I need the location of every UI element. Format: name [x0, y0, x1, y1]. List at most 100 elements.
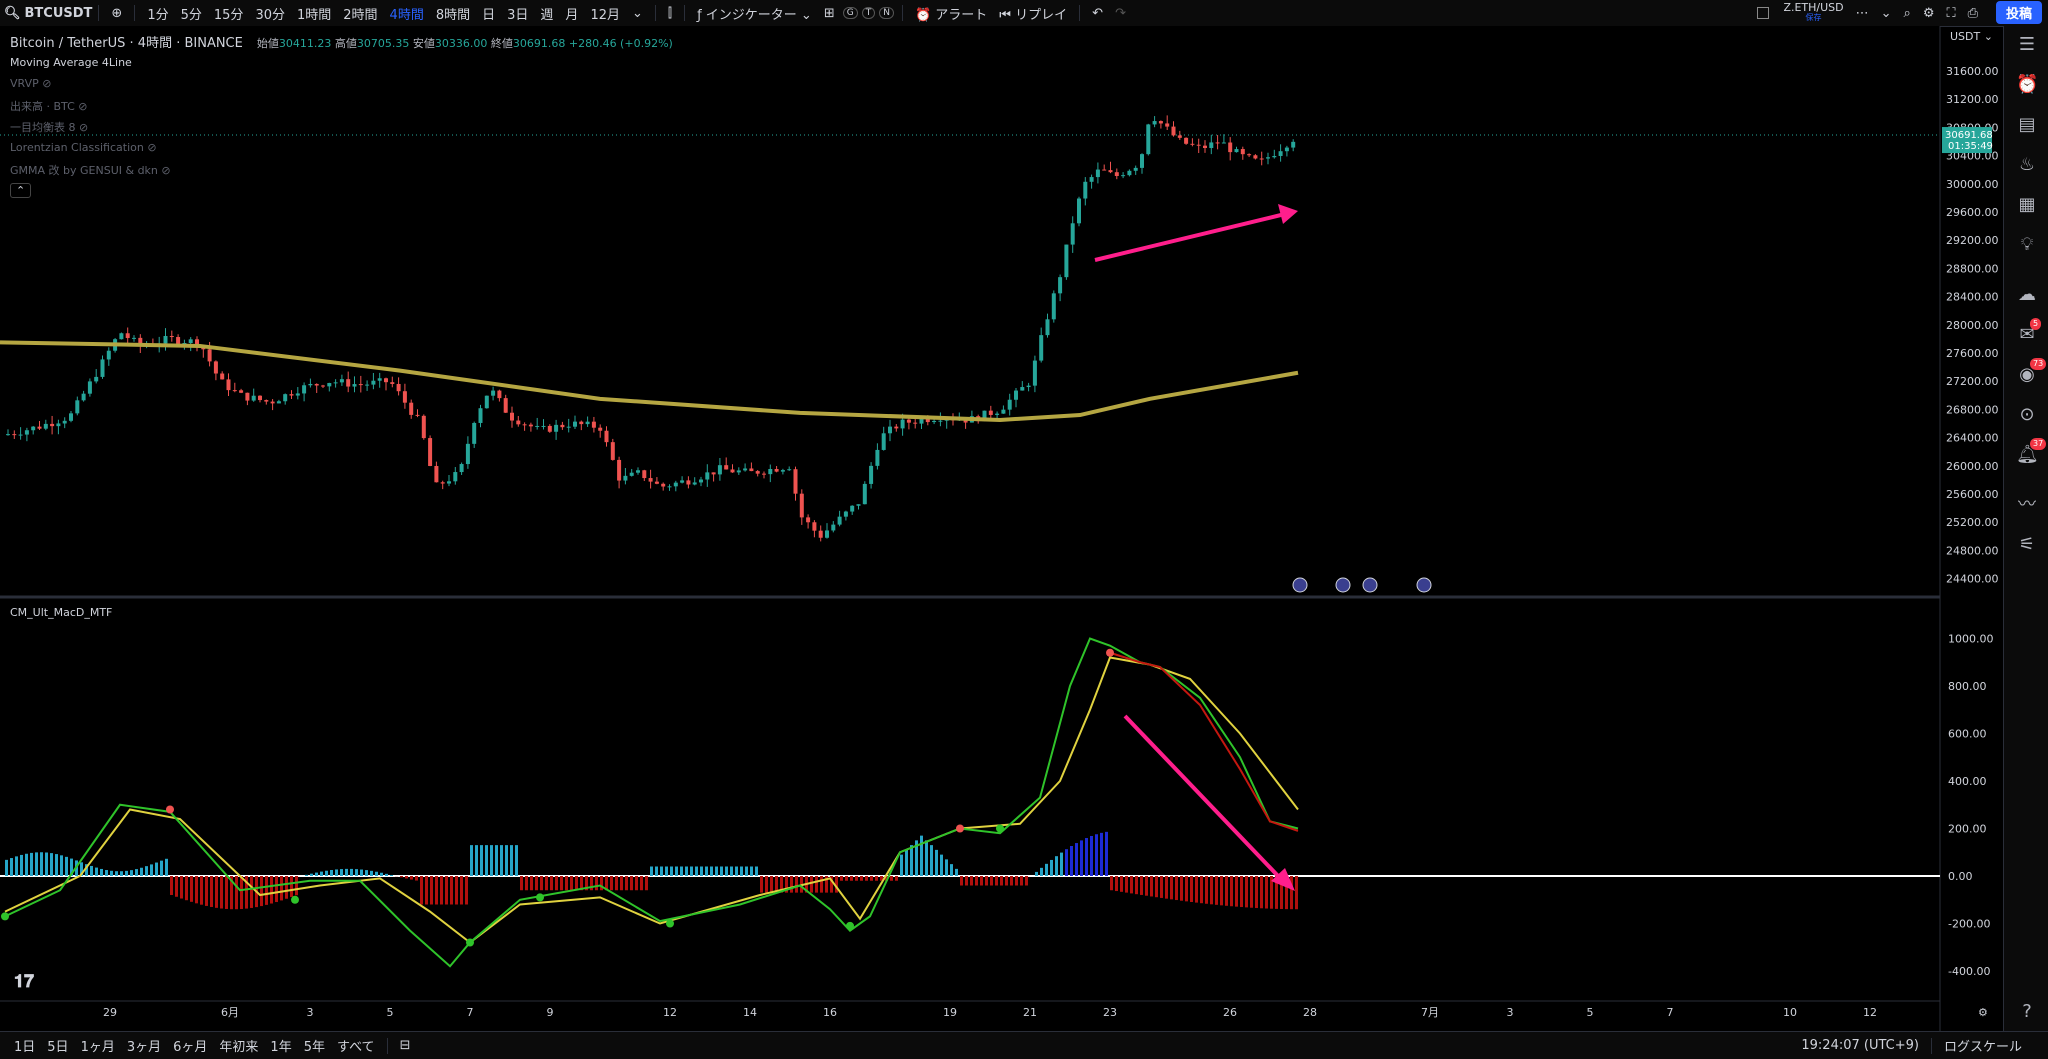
chart-area[interactable]: 31600.0031200.0030800.0030400.0030000.00…	[0, 26, 2003, 1031]
clock-time[interactable]: 19:24:07 (UTC+9)	[1795, 1038, 1925, 1053]
interval-1h[interactable]: 1時間	[291, 4, 337, 23]
camera-icon[interactable]: ⎙	[1962, 6, 1984, 21]
calendar-icon[interactable]: ▦	[2016, 194, 2038, 216]
hidden-eye-icon[interactable]: ⊘	[161, 164, 170, 177]
help-icon[interactable]: ?	[2016, 1001, 2038, 1023]
indicator-volume[interactable]: 出来高 · BTC ⊘	[10, 98, 88, 114]
range-1y[interactable]: 1年	[264, 1036, 297, 1055]
fullscreen-icon[interactable]: ⛶	[1940, 6, 1961, 21]
interval-1w[interactable]: 週	[534, 4, 559, 23]
community-icon[interactable]: ☁	[2016, 284, 2038, 306]
indicator-vrvp[interactable]: VRVP ⊘	[10, 77, 51, 90]
interval-30m[interactable]: 30分	[249, 4, 291, 23]
range-1m[interactable]: 1ヶ月	[75, 1036, 121, 1055]
currency-select[interactable]: USDT ⌄	[1950, 30, 1993, 43]
hotlist-icon[interactable]: ♨	[2016, 154, 2038, 176]
hidden-eye-icon[interactable]: ⊘	[78, 100, 87, 113]
candle-body	[731, 469, 735, 472]
t-icon[interactable]: T	[862, 7, 876, 19]
range-5d[interactable]: 5日	[41, 1036, 74, 1055]
candle-body	[1077, 199, 1081, 224]
interval-2h[interactable]: 2時間	[337, 4, 383, 23]
candle-body	[668, 486, 672, 487]
watchlist-icon[interactable]: ☰	[2016, 34, 2038, 56]
indicator-gmma[interactable]: GMMA 改 by GENSUI & dkn ⊘	[10, 162, 171, 178]
price-tick-label: 28800.00	[1946, 262, 1999, 275]
macd-histogram-bar	[210, 876, 213, 907]
goto-date-icon[interactable]: ⊟	[394, 1038, 417, 1053]
more-icon[interactable]: ⋯	[1850, 6, 1875, 21]
candle-body	[346, 379, 350, 386]
interval-1m[interactable]: 1分	[141, 4, 174, 23]
macd-histogram-bar	[1240, 876, 1243, 907]
candle-body	[535, 426, 539, 427]
macd-histogram-bar	[335, 869, 338, 876]
candle-body	[245, 393, 249, 401]
search-icon[interactable]: ⌕	[1898, 6, 1917, 21]
symbol-search[interactable]: 🔍︎ BTCUSDT	[0, 6, 92, 21]
redo-icon[interactable]: ↷	[1109, 6, 1132, 21]
hidden-eye-icon[interactable]: ⊘	[42, 77, 51, 90]
candle-body	[1033, 361, 1037, 386]
hidden-eye-icon[interactable]: ⊘	[147, 141, 156, 154]
candle-body	[686, 480, 690, 484]
chart-canvas[interactable]: 31600.0031200.0030800.0030400.0030000.00…	[0, 26, 2003, 1031]
broadcast-icon[interactable]: ⊙	[2016, 404, 2038, 426]
streams-icon[interactable]: ◉73	[2016, 364, 2038, 386]
right-sidebar: ☰ ⏰ ▤ ♨ ▦ 💡︎ ☁ ✉5 ◉73 ⊙ 🔔︎37 〰 ⚟ ?	[2003, 26, 2048, 1031]
collapse-legend-icon[interactable]: ⌃	[10, 183, 31, 198]
layout-checkbox[interactable]	[1757, 7, 1769, 19]
templates-icon[interactable]: ⊞	[818, 6, 841, 21]
range-3m[interactable]: 3ヶ月	[121, 1036, 167, 1055]
indicator-ichimoku[interactable]: 一目均衡表 8 ⊘	[10, 119, 88, 135]
interval-1d[interactable]: 日	[476, 4, 501, 23]
layers-icon[interactable]: ⚟	[2016, 534, 2038, 556]
log-scale-toggle[interactable]: ログスケール	[1938, 1036, 2028, 1055]
indicators-button[interactable]: ƒ インジケーター ⌄	[691, 4, 818, 23]
alert-button[interactable]: ⏰ アラート	[909, 4, 993, 23]
macd-histogram-bar	[380, 873, 383, 876]
interval-5m[interactable]: 5分	[175, 4, 208, 23]
macd-histogram-bar	[995, 876, 998, 886]
range-all[interactable]: すべて	[331, 1036, 381, 1055]
candle-body	[472, 423, 476, 444]
compare-symbol[interactable]: Z.ETH/USD 保存	[1777, 3, 1849, 23]
add-symbol-icon[interactable]: ⊕	[105, 6, 128, 21]
dropdown-icon[interactable]: ⌄	[1875, 6, 1898, 21]
interval-8h[interactable]: 8時間	[430, 4, 476, 23]
range-5y[interactable]: 5年	[298, 1036, 331, 1055]
interval-dropdown-icon[interactable]: ⌄	[626, 6, 649, 21]
interval-3d[interactable]: 3日	[501, 4, 534, 23]
price-tick-label: 24400.00	[1946, 573, 1999, 586]
indicator-lorentzian[interactable]: Lorentzian Classification ⊘	[10, 141, 157, 154]
post-button[interactable]: 投稿	[1996, 1, 2042, 24]
interval-1mo[interactable]: 月	[559, 4, 584, 23]
range-1d[interactable]: 1日	[8, 1036, 41, 1055]
trend-icon[interactable]: 〰	[2016, 494, 2038, 516]
idea-icon[interactable]: 💡︎	[2016, 234, 2038, 256]
indicator-ma[interactable]: Moving Average 4Line	[10, 56, 132, 69]
interval-4h[interactable]: 4時間	[384, 4, 430, 23]
clock-icon[interactable]: ⏰	[2016, 74, 2038, 96]
settings-icon[interactable]: ⚙	[1917, 6, 1941, 21]
undo-icon[interactable]: ↶	[1086, 6, 1109, 21]
macd-histogram-bar	[235, 876, 238, 909]
chart-bars-icon[interactable]: ⫿	[662, 6, 678, 21]
range-ytd[interactable]: 年初来	[213, 1036, 264, 1055]
macd-histogram-bar	[660, 867, 663, 877]
g-icon[interactable]: G	[843, 7, 858, 19]
hidden-eye-icon[interactable]: ⊘	[79, 121, 88, 134]
macd-histogram-bar	[275, 876, 278, 902]
interval-15m[interactable]: 15分	[208, 4, 250, 23]
news-icon[interactable]: ▤	[2016, 114, 2038, 136]
macd-histogram-bar	[425, 876, 428, 905]
notifications-icon[interactable]: 🔔︎37	[2016, 444, 2038, 466]
range-6m[interactable]: 6ヶ月	[167, 1036, 213, 1055]
chat-icon[interactable]: ✉5	[2016, 324, 2038, 346]
n-icon[interactable]: N	[879, 7, 894, 19]
replay-button[interactable]: ⏮ リプレイ	[993, 4, 1073, 23]
candle-body	[359, 384, 363, 385]
interval-12mo[interactable]: 12月	[584, 4, 626, 23]
candle-body	[434, 466, 438, 482]
macd-histogram-bar	[340, 869, 343, 876]
